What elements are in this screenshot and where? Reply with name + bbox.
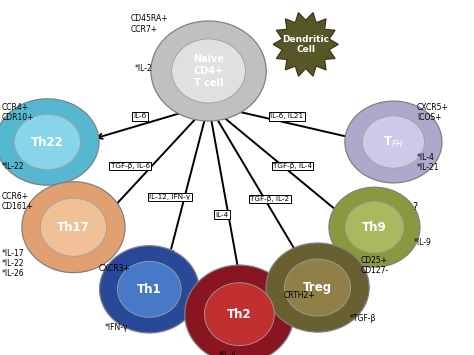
Ellipse shape	[345, 101, 442, 183]
Text: Th17: Th17	[57, 221, 90, 234]
Ellipse shape	[204, 283, 274, 346]
Text: IL-4: IL-4	[215, 212, 228, 218]
Ellipse shape	[0, 99, 99, 185]
Ellipse shape	[284, 259, 351, 316]
Text: T$_{FH}$: T$_{FH}$	[383, 135, 404, 149]
Text: CCR4+
CDR10+: CCR4+ CDR10+	[1, 103, 34, 122]
Text: *IL-9: *IL-9	[413, 238, 431, 247]
Ellipse shape	[40, 198, 107, 256]
Text: Th2: Th2	[227, 308, 252, 321]
Text: *IL-4
*IL-5
*IL-13: *IL-4 *IL-5 *IL-13	[219, 351, 242, 355]
Text: Treg: Treg	[303, 281, 332, 294]
Ellipse shape	[345, 202, 404, 253]
Ellipse shape	[172, 39, 246, 103]
Text: *IL-4
*IL-21: *IL-4 *IL-21	[417, 153, 439, 172]
Text: ?: ?	[412, 202, 418, 212]
Ellipse shape	[266, 243, 369, 332]
Ellipse shape	[118, 261, 181, 317]
Ellipse shape	[362, 116, 425, 168]
Ellipse shape	[14, 114, 81, 170]
Text: CXCR3+: CXCR3+	[99, 264, 130, 273]
Polygon shape	[273, 12, 338, 76]
Ellipse shape	[22, 182, 125, 273]
Ellipse shape	[151, 21, 266, 121]
Text: CRTH2+: CRTH2+	[283, 291, 315, 300]
Text: TGF-β, IL-6: TGF-β, IL-6	[111, 163, 150, 169]
Text: *IL-2: *IL-2	[135, 64, 153, 73]
Text: IL-6: IL-6	[133, 114, 146, 119]
Text: *IL-17
*IL-22
*IL-26: *IL-17 *IL-22 *IL-26	[1, 248, 24, 278]
Ellipse shape	[329, 187, 420, 267]
Text: Naïve
CD4+
T cell: Naïve CD4+ T cell	[193, 54, 224, 88]
Text: TGF-β, IL-2: TGF-β, IL-2	[250, 196, 289, 202]
Text: CD45RA+
CCR7+: CD45RA+ CCR7+	[130, 14, 168, 34]
Text: *IFN-γ: *IFN-γ	[104, 323, 128, 332]
Text: CXCR5+
ICOS+: CXCR5+ ICOS+	[417, 103, 449, 122]
Text: Th22: Th22	[31, 136, 64, 148]
Text: IL-12, IFN-γ: IL-12, IFN-γ	[149, 194, 190, 200]
Text: Dendritic
Cell: Dendritic Cell	[282, 35, 329, 54]
Ellipse shape	[185, 265, 294, 355]
Text: Th9: Th9	[362, 221, 387, 234]
Text: *IL-22: *IL-22	[1, 162, 24, 170]
Text: *TGF-β: *TGF-β	[350, 314, 376, 323]
Text: CD25+
CD127-: CD25+ CD127-	[360, 256, 389, 275]
Ellipse shape	[100, 246, 199, 333]
Text: IL-6, IL21: IL-6, IL21	[270, 114, 303, 119]
Text: TGF-β, IL-4: TGF-β, IL-4	[273, 163, 312, 169]
Text: Th1: Th1	[137, 283, 162, 296]
Text: CCR6+
CD161+: CCR6+ CD161+	[1, 192, 33, 211]
